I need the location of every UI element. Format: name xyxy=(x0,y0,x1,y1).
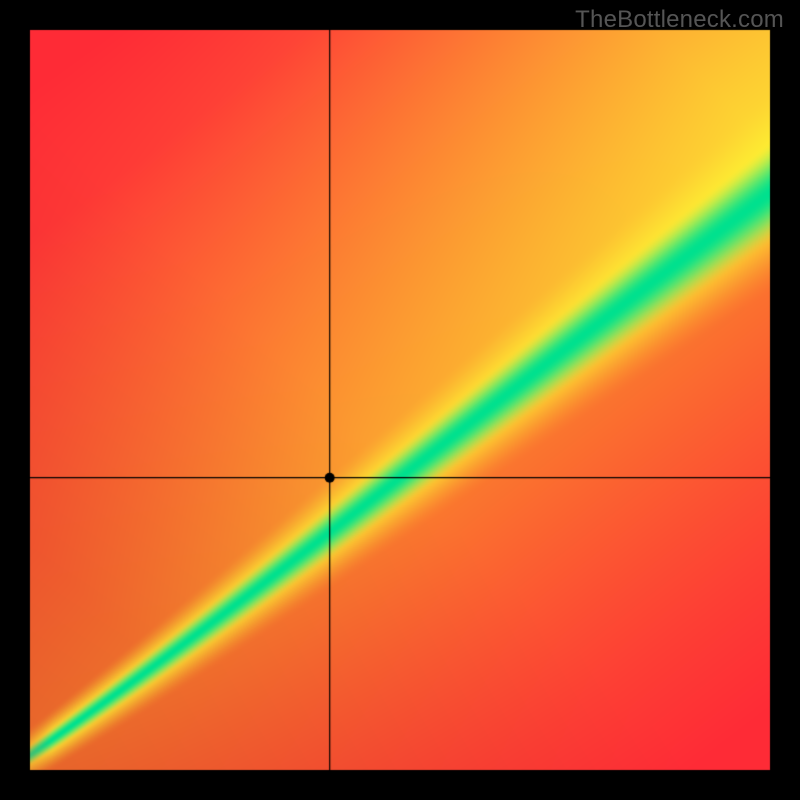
watermark-text: TheBottleneck.com xyxy=(575,6,784,34)
chart-container: TheBottleneck.com xyxy=(0,0,800,800)
bottleneck-heatmap xyxy=(0,0,800,800)
